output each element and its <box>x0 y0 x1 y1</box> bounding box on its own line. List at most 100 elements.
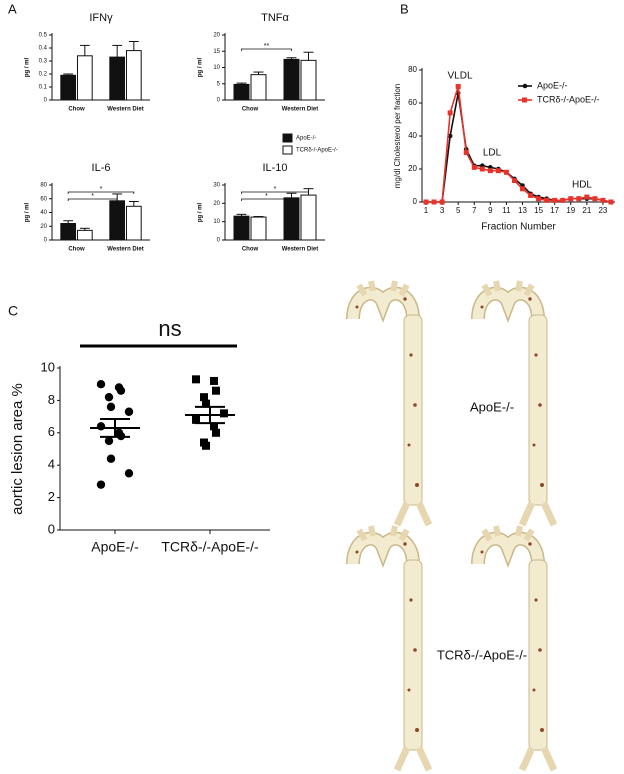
data-point <box>608 199 614 205</box>
y-axis-label: pg / ml <box>198 58 204 78</box>
bar <box>60 74 77 101</box>
legend-swatch <box>282 145 293 155</box>
y-axis-label: pg / ml <box>25 58 31 78</box>
image-label: TCRδ-/-ApoE-/- <box>437 647 527 662</box>
data-point <box>600 197 606 203</box>
chart-title: IFNγ <box>89 12 113 24</box>
bar <box>300 194 317 241</box>
data-point <box>520 186 526 192</box>
data-point <box>423 199 429 205</box>
data-point <box>455 84 461 89</box>
data-point <box>104 392 114 402</box>
data-point <box>192 415 200 424</box>
significance-bracket <box>241 198 292 201</box>
y-tick-label: 0 <box>44 238 48 244</box>
bar <box>109 56 126 101</box>
x-tick-label: 9 <box>488 206 493 215</box>
significance-label: ns <box>158 316 181 341</box>
y-tick-label: 0 <box>48 521 55 536</box>
data-point <box>104 436 114 446</box>
data-point <box>124 469 134 478</box>
y-tick-label: 2 <box>48 489 55 504</box>
data-point <box>511 178 517 184</box>
significance-bracket <box>67 191 135 194</box>
data-point <box>576 196 582 202</box>
bar <box>250 74 267 101</box>
data-point <box>200 393 208 402</box>
data-point <box>479 166 485 172</box>
y-axis-label: pg / ml <box>25 203 31 223</box>
significance-label: * <box>274 186 277 193</box>
bar <box>233 215 250 241</box>
panel-label: C <box>8 303 18 319</box>
data-point <box>495 168 501 174</box>
y-axis-label: pg / ml <box>198 203 204 223</box>
x-tick-label: Chow <box>242 107 259 113</box>
data-point <box>503 169 509 175</box>
x-tick-label: 11 <box>502 206 511 215</box>
data-point <box>528 192 534 198</box>
data-point <box>210 422 218 431</box>
y-tick-label: 8 <box>48 392 55 407</box>
x-tick-label: Western Diet <box>107 247 144 253</box>
data-point <box>96 480 106 489</box>
bar <box>250 216 267 241</box>
data-point <box>124 407 134 416</box>
data-point <box>212 386 220 395</box>
image-label: ApoE-/- <box>470 399 514 414</box>
data-point <box>536 196 542 202</box>
significance-label: * <box>265 193 268 200</box>
data-point <box>96 422 106 431</box>
data-point <box>552 197 558 203</box>
y-tick-label: 20 <box>408 164 417 173</box>
x-tick-label: 21 <box>582 206 591 215</box>
x-tick-label: Western Diet <box>282 107 319 113</box>
significance-label: * <box>91 193 94 200</box>
x-tick-label: ApoE-/- <box>91 539 139 555</box>
bar <box>125 205 142 241</box>
annotation: LDL <box>483 148 502 159</box>
annotation: HDL <box>572 180 592 191</box>
bar <box>233 83 250 101</box>
data-point <box>106 402 116 412</box>
significance-bracket <box>241 191 309 194</box>
x-tick-label: TCRδ-/-ApoE-/- <box>161 539 259 555</box>
y-tick-label: 0 <box>44 98 48 104</box>
y-tick-label: 40 <box>408 131 417 140</box>
chart-title: IL-10 <box>262 162 287 174</box>
legend-label: ApoE-/- <box>296 136 316 142</box>
significance-bracket <box>67 198 118 201</box>
data-point <box>202 441 210 450</box>
panel-label: A <box>8 1 17 16</box>
data-point <box>560 197 566 203</box>
y-tick-label: 10 <box>41 359 55 374</box>
y-tick-label: 80 <box>40 183 47 189</box>
chart-title: TNFα <box>261 12 289 24</box>
bar <box>109 200 126 241</box>
y-tick-label: 0.2 <box>39 72 48 78</box>
legend-marker <box>522 97 527 103</box>
data-point <box>487 168 493 174</box>
y-tick-label: 60 <box>408 98 417 107</box>
bar <box>76 229 93 241</box>
y-axis-label: mg/dl Cholesterol per fraction <box>393 84 402 189</box>
x-tick-label: 5 <box>456 206 461 215</box>
y-tick-label: 40 <box>40 210 47 216</box>
legend-marker <box>522 83 528 89</box>
y-tick-label: 10 <box>213 65 220 71</box>
y-axis-label: aortic lesion area % <box>9 383 26 515</box>
y-tick-label: 0.3 <box>39 59 48 65</box>
y-tick-label: 20 <box>40 224 47 230</box>
significance-label: * <box>100 186 103 193</box>
legend-swatch <box>282 133 293 143</box>
significance-bracket <box>241 48 292 51</box>
data-point <box>106 454 116 463</box>
x-axis-label: Fraction Number <box>481 222 556 233</box>
data-point <box>202 399 210 408</box>
y-tick-label: 80 <box>408 65 417 74</box>
data-point <box>431 199 437 205</box>
data-point <box>584 194 590 200</box>
y-tick-label: 5 <box>217 81 221 87</box>
y-tick-label: 0 <box>413 197 418 206</box>
